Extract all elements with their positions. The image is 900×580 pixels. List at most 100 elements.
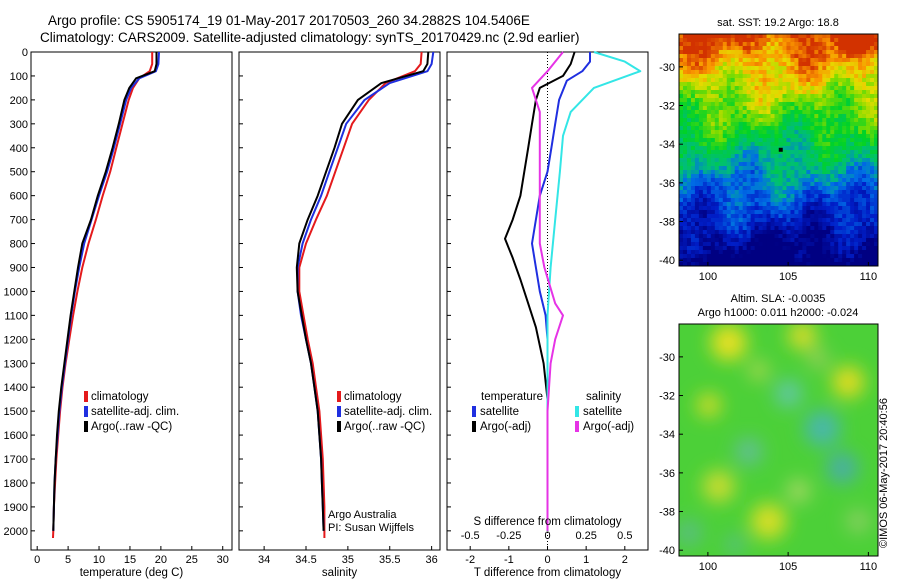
- sst-cell: [782, 258, 787, 263]
- sst-cell: [870, 90, 875, 95]
- map-y-tick-label: -32: [659, 391, 675, 403]
- sst-cell: [750, 54, 756, 59]
- sst-cell: [826, 102, 831, 107]
- sst-cell: [686, 114, 692, 119]
- sst-cell: [774, 126, 779, 131]
- sst-cell: [778, 182, 783, 187]
- sst-cell: [838, 70, 843, 75]
- sst-cell: [810, 122, 815, 127]
- sst-cell: [770, 186, 775, 191]
- sst-cell: [734, 38, 740, 43]
- sst-cell: [750, 206, 756, 211]
- sst-cell: [850, 190, 855, 195]
- sst-cell: [802, 170, 807, 175]
- sst-cell: [838, 62, 843, 67]
- sst-cell: [694, 226, 700, 231]
- sst-cell: [710, 254, 716, 259]
- sst-cell: [866, 38, 871, 43]
- sst-cell: [806, 150, 811, 155]
- sst-cell: [762, 54, 767, 59]
- sst-cell: [782, 218, 787, 223]
- sst-cell: [718, 70, 724, 75]
- sst-cell: [686, 194, 692, 199]
- sst-cell: [722, 162, 728, 167]
- sst-cell: [818, 158, 823, 163]
- sst-cell: [694, 258, 700, 263]
- sst-cell: [690, 146, 696, 151]
- sst-cell: [746, 82, 752, 87]
- sst-cell: [702, 146, 708, 151]
- sst-cell: [834, 262, 839, 266]
- sst-cell: [854, 106, 859, 111]
- sst-cell: [850, 98, 855, 103]
- sst-cell: [786, 102, 791, 107]
- sla-blob: [846, 509, 871, 534]
- sst-cell: [738, 86, 744, 91]
- map-y-tick-label: -30: [659, 352, 675, 364]
- sst-cell: [694, 86, 700, 91]
- sst-cell: [758, 210, 763, 215]
- sst-cell: [782, 206, 787, 211]
- sst-cell: [734, 162, 740, 167]
- sst-cell: [770, 250, 775, 255]
- sst-cell: [746, 118, 752, 123]
- sst-cell: [738, 166, 744, 171]
- sst-cell: [874, 258, 878, 263]
- sst-cell: [690, 142, 696, 147]
- sst-cell: [866, 106, 871, 111]
- sst-cell: [774, 50, 779, 55]
- title-line-1: Argo profile: CS 5905174_19 01-May-2017 …: [48, 13, 530, 28]
- sst-cell: [742, 202, 748, 207]
- sst-cell: [734, 46, 740, 51]
- sst-cell: [754, 238, 759, 243]
- legend-label: satellite-adj. clim.: [91, 406, 179, 418]
- sst-cell: [694, 122, 700, 127]
- sst-cell: [754, 78, 759, 83]
- sst-cell: [738, 170, 744, 175]
- sst-cell: [774, 238, 779, 243]
- sst-cell: [782, 198, 787, 203]
- sst-cell: [822, 70, 827, 75]
- sst-cell: [838, 198, 843, 203]
- sst-cell: [798, 154, 803, 159]
- sst-cell: [774, 194, 779, 199]
- sst-cell: [874, 214, 878, 219]
- sst-cell: [706, 154, 712, 159]
- sst-cell: [770, 86, 775, 91]
- sst-cell: [794, 106, 799, 111]
- sst-cell: [850, 146, 855, 151]
- sst-cell: [846, 130, 851, 135]
- sst-cell: [814, 262, 819, 266]
- sst-cell: [722, 218, 728, 223]
- sst-cell: [758, 226, 763, 231]
- sst-cell: [774, 242, 779, 247]
- sst-cell: [722, 74, 728, 79]
- sst-cell: [762, 158, 767, 163]
- sla-map-title: Altim. SLA: -0.0035: [731, 293, 826, 305]
- sst-cell: [730, 142, 736, 147]
- sst-cell: [782, 46, 787, 51]
- sst-cell: [694, 46, 700, 51]
- sst-cell: [830, 218, 835, 223]
- sst-cell: [798, 106, 803, 111]
- sst-cell: [802, 126, 807, 131]
- sst-cell: [762, 118, 767, 123]
- sst-cell: [818, 102, 823, 107]
- sst-cell: [790, 162, 795, 167]
- sst-cell: [826, 42, 831, 47]
- sst-cell: [694, 114, 700, 119]
- sst-cell: [778, 42, 783, 47]
- sst-cell: [814, 102, 819, 107]
- sst-cell: [838, 262, 843, 266]
- sst-cell: [842, 66, 847, 71]
- sst-cell: [798, 218, 803, 223]
- sst-cell: [710, 58, 716, 63]
- sst-cell: [754, 118, 759, 123]
- sst-cell: [758, 230, 763, 235]
- sst-cell: [770, 154, 775, 159]
- sst-cell: [766, 142, 771, 147]
- sst-cell: [690, 230, 696, 235]
- sst-cell: [838, 54, 843, 59]
- sst-cell: [734, 126, 740, 131]
- series-line-salinity-argo-adj-: [531, 51, 564, 531]
